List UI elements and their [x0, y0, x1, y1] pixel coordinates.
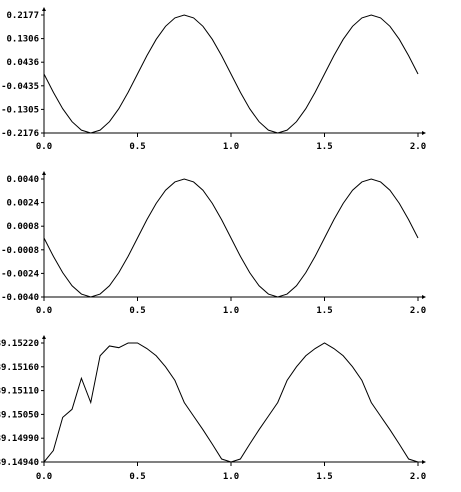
x-tick-label: 1.5 [316, 142, 332, 152]
x-axis-arrow [422, 460, 426, 464]
y-tick-label: -0.2176 [1, 129, 39, 139]
y-axis-arrow [42, 7, 46, 11]
x-tick-label: 1.0 [223, 472, 239, 482]
chart-panel-2: 0.0 0.5 1.0 1.5 2.0 0.0040 0.0024 0.0008 -0.0008… [1, 171, 426, 316]
x-tick-label: 0.5 [129, 306, 145, 316]
y-tick-label: 89.14990 [0, 434, 39, 444]
y-tick-label: 0.0436 [6, 58, 39, 68]
y-tick-label: 0.2177 [6, 11, 39, 21]
y-tick-label: -0.0040 [1, 293, 39, 303]
x-tick-label: 1.0 [223, 142, 239, 152]
y-axis-arrow [42, 171, 46, 175]
x-tick-label: 2.0 [410, 142, 426, 152]
y-tick-label: -0.0024 [1, 269, 40, 279]
y-tick-label: 89.14940 [0, 458, 39, 468]
x-axis-arrow [422, 295, 426, 299]
x-tick-label: 0.0 [36, 306, 52, 316]
x-tick-label: 0.0 [36, 472, 52, 482]
y-tick-label: 0.0024 [6, 199, 39, 209]
x-tick-label: 0.0 [36, 142, 52, 152]
y-tick-label: 0.0008 [6, 222, 39, 232]
y-axis-arrow [42, 335, 46, 339]
y-tick-label: -0.0435 [1, 82, 39, 92]
x-axis-arrow [422, 131, 426, 135]
chart-panel-1: 0.0 0.5 1.0 1.5 2.0 0.2177 0.1306 0.0436 -0.0435… [1, 7, 426, 152]
y-tick-label: -0.0008 [1, 246, 39, 256]
y-tick-label: 89.15110 [0, 387, 39, 397]
series-line [43, 14, 419, 134]
x-tick-label: 1.5 [316, 472, 332, 482]
y-tick-label: 89.15160 [0, 363, 39, 373]
x-tick-label: 2.0 [410, 472, 426, 482]
x-tick-label: 1.5 [316, 306, 332, 316]
x-tick-label: 1.0 [223, 306, 239, 316]
series-line [43, 342, 419, 463]
series-line [43, 178, 419, 298]
chart-panel-3: 0.0 0.5 1.0 1.5 2.0 89.15220 89.15160 89.15110 8… [0, 335, 426, 482]
y-tick-label: 0.1306 [6, 35, 39, 45]
y-tick-label: 89.15050 [0, 410, 39, 420]
y-tick-label: 89.15220 [0, 339, 39, 349]
x-tick-label: 2.0 [410, 306, 426, 316]
y-tick-label: -0.1305 [1, 105, 39, 115]
y-tick-label: 0.0040 [6, 175, 39, 185]
x-tick-label: 0.5 [129, 142, 145, 152]
x-tick-label: 0.5 [129, 472, 145, 482]
